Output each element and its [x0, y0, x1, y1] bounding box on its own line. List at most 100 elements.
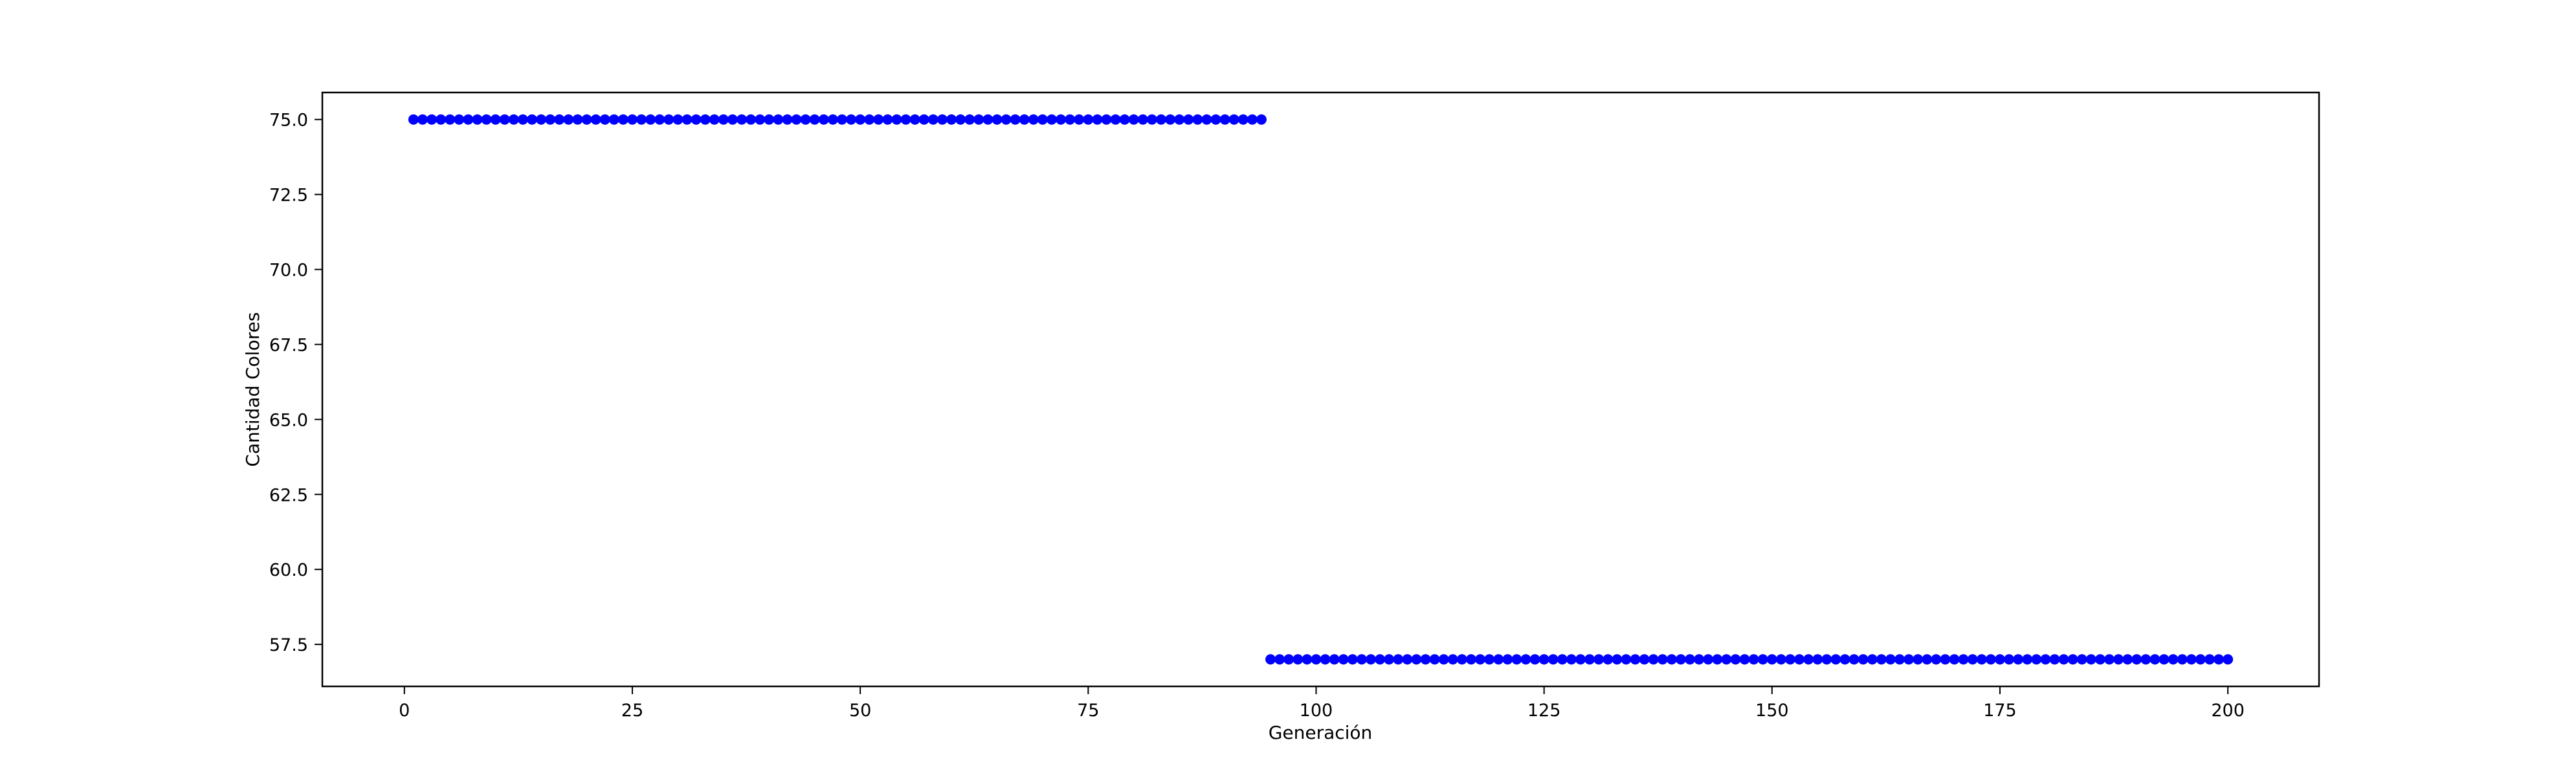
- data-point: [773, 114, 784, 125]
- data-point: [1311, 654, 1322, 665]
- data-point: [617, 114, 628, 125]
- data-point: [1484, 654, 1495, 665]
- data-point: [536, 114, 547, 125]
- data-point: [1046, 114, 1057, 125]
- data-point: [599, 114, 610, 125]
- data-point: [1438, 654, 1449, 665]
- data-point: [1429, 654, 1440, 665]
- data-point: [1001, 114, 1012, 125]
- data-point: [1867, 654, 1878, 665]
- x-tick-label: 175: [1983, 701, 2017, 721]
- data-point: [2040, 654, 2051, 665]
- data-point: [1247, 114, 1258, 125]
- data-point: [2168, 654, 2179, 665]
- data-point: [1393, 654, 1404, 665]
- data-point: [1420, 654, 1431, 665]
- x-tick-label: 150: [1755, 701, 1789, 721]
- data-point: [1465, 654, 1476, 665]
- data-point: [983, 114, 994, 125]
- data-point: [800, 114, 811, 125]
- data-point: [2031, 654, 2042, 665]
- data-point: [1566, 654, 1577, 665]
- plot-frame: [321, 91, 2320, 688]
- data-point: [1739, 654, 1750, 665]
- data-point: [636, 114, 647, 125]
- data-point: [1210, 114, 1221, 125]
- data-point: [1584, 654, 1595, 665]
- data-point: [1621, 654, 1632, 665]
- data-point: [1529, 654, 1540, 665]
- data-point: [517, 114, 528, 125]
- data-points: [408, 114, 2234, 665]
- data-point: [408, 114, 419, 125]
- data-point: [2122, 654, 2133, 665]
- data-point: [572, 114, 583, 125]
- data-point: [1502, 654, 1513, 665]
- data-point: [1821, 654, 1832, 665]
- data-point: [2204, 654, 2215, 665]
- data-point: [481, 114, 492, 125]
- data-point: [1302, 654, 1313, 665]
- data-point: [700, 114, 711, 125]
- data-point: [2022, 654, 2033, 665]
- data-point: [608, 114, 619, 125]
- data-point: [1347, 654, 1358, 665]
- data-point: [1949, 654, 1960, 665]
- data-point: [1685, 654, 1696, 665]
- data-point: [992, 114, 1003, 125]
- data-point: [1101, 114, 1112, 125]
- data-point: [846, 114, 857, 125]
- data-point: [909, 114, 920, 125]
- x-axis-label: Generación: [1269, 722, 1373, 743]
- data-point: [1219, 114, 1230, 125]
- data-point: [1766, 654, 1777, 665]
- data-point: [1119, 114, 1130, 125]
- data-point: [682, 114, 693, 125]
- data-point: [973, 114, 984, 125]
- data-point: [1037, 114, 1048, 125]
- x-tick-label: 25: [621, 701, 643, 721]
- data-point: [1994, 654, 2005, 665]
- data-point: [1074, 114, 1085, 125]
- data-point: [1612, 654, 1623, 665]
- data-point: [1904, 654, 1915, 665]
- data-point: [2058, 654, 2069, 665]
- data-point: [1165, 114, 1176, 125]
- data-point: [645, 114, 656, 125]
- data-point: [672, 114, 683, 125]
- data-point: [1174, 114, 1185, 125]
- data-point: [1010, 114, 1021, 125]
- data-point: [2013, 654, 2024, 665]
- data-point: [1384, 654, 1395, 665]
- data-point: [1730, 654, 1741, 665]
- data-point: [1329, 654, 1340, 665]
- data-point: [1976, 654, 1987, 665]
- data-point: [581, 114, 592, 125]
- data-point: [1028, 114, 1039, 125]
- data-point: [1155, 114, 1166, 125]
- data-point: [918, 114, 929, 125]
- data-point: [1538, 654, 1549, 665]
- data-point: [1128, 114, 1139, 125]
- data-point: [1511, 654, 1522, 665]
- data-point: [2094, 654, 2105, 665]
- data-point: [1274, 654, 1285, 665]
- data-point: [2131, 654, 2142, 665]
- data-point: [1083, 114, 1094, 125]
- data-point: [1775, 654, 1786, 665]
- data-point: [1557, 654, 1568, 665]
- data-point: [882, 114, 893, 125]
- data-point: [891, 114, 902, 125]
- data-point: [2149, 654, 2160, 665]
- data-point: [554, 114, 565, 125]
- data-point: [1137, 114, 1148, 125]
- x-axis-ticks: 0 25 50 75 100 125 150 175 200: [399, 686, 2245, 721]
- data-point: [1666, 654, 1677, 665]
- data-point: [2140, 654, 2151, 665]
- data-point: [1065, 114, 1076, 125]
- data-point: [873, 114, 884, 125]
- data-point: [1092, 114, 1103, 125]
- data-point: [900, 114, 911, 125]
- data-point: [1985, 654, 1996, 665]
